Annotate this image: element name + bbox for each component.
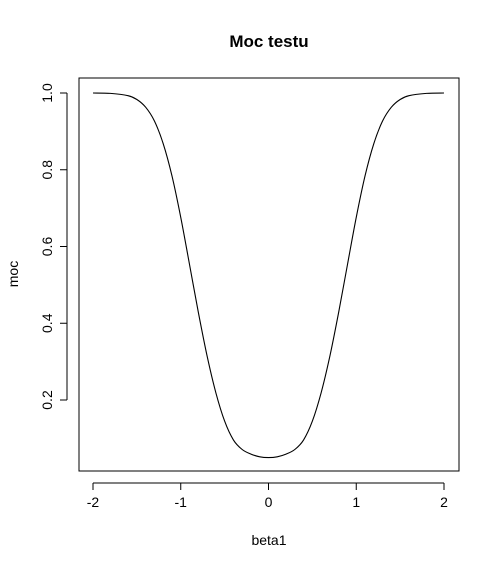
- y-tick-label: 1.0: [39, 83, 55, 103]
- power-curve-line: [92, 92, 445, 459]
- x-tick-label: 0: [265, 494, 273, 510]
- y-tick-label: 0.6: [39, 237, 55, 257]
- x-axis: -2 -1 0 1 2: [87, 482, 448, 510]
- x-tick-label: -1: [175, 494, 188, 510]
- chart-title: Moc testu: [229, 32, 308, 51]
- plot-frame: [78, 77, 460, 472]
- y-tick-label: 0.4: [39, 313, 55, 333]
- y-tick-label: 0.2: [39, 390, 55, 410]
- x-tick-label: 2: [440, 494, 448, 510]
- x-tick-label: -2: [87, 494, 100, 510]
- x-axis-label: beta1: [251, 532, 286, 548]
- y-axis: 0.2 0.4 0.6 0.8 1.0: [39, 83, 68, 410]
- y-tick-label: 0.8: [39, 160, 55, 180]
- y-axis-label: moc: [5, 261, 21, 287]
- x-tick-label: 1: [352, 494, 360, 510]
